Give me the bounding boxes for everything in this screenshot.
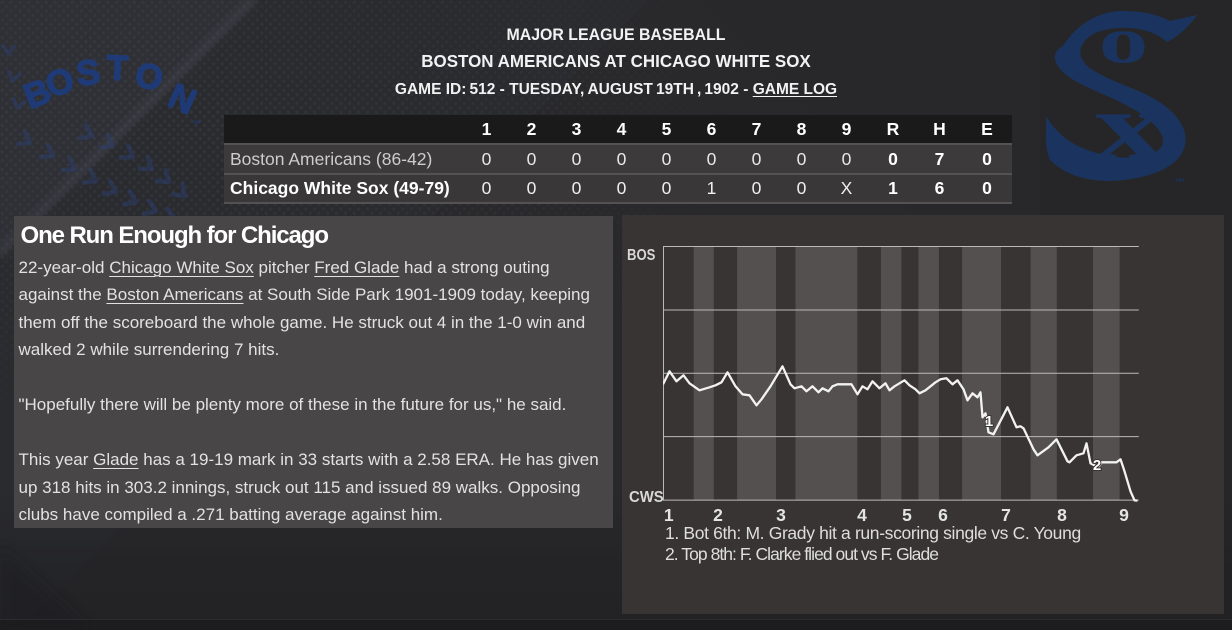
svg-text:S: S: [74, 52, 102, 94]
svg-text:1: 1: [985, 413, 993, 430]
svg-text:2: 2: [1093, 457, 1101, 474]
svg-text:™: ™: [192, 119, 201, 129]
svg-text:x: x: [1094, 74, 1165, 179]
svg-text:o: o: [1099, 4, 1148, 77]
svg-text:™: ™: [1174, 177, 1185, 189]
svg-text:T: T: [106, 48, 129, 88]
